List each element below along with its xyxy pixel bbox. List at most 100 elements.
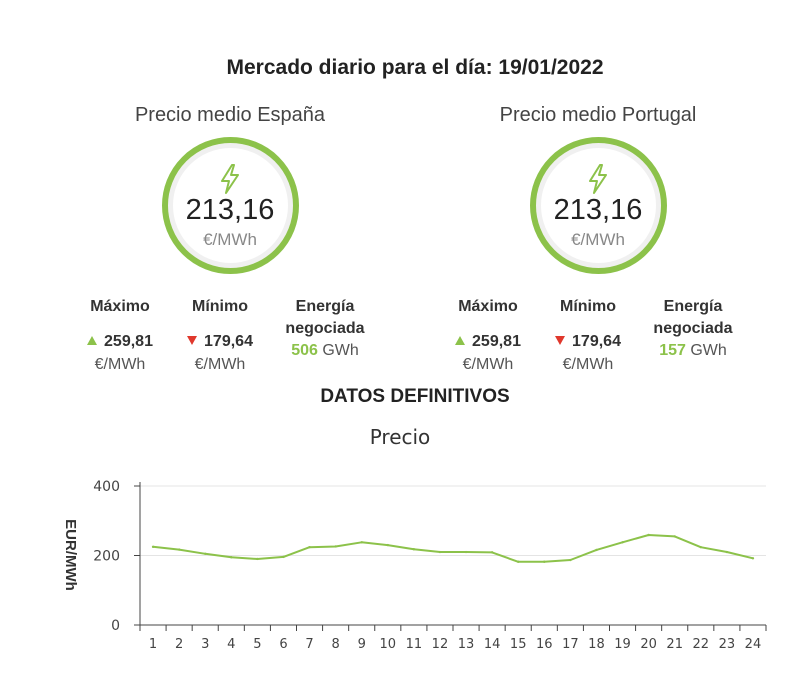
market-label: Precio medio Portugal <box>499 104 697 126</box>
x-tick-label: 8 <box>331 637 339 652</box>
data-point <box>517 560 520 563</box>
energy-label: Energía <box>663 298 723 315</box>
data-point <box>412 548 416 551</box>
lightning-icon <box>588 163 607 194</box>
data-point <box>490 551 494 554</box>
min-stat: Mínimo 179,64 €/MWh <box>170 296 270 376</box>
data-point <box>569 558 572 562</box>
y-tick-label: 400 <box>93 479 120 495</box>
data-point <box>256 557 259 561</box>
energy-unit: GWh <box>690 342 727 359</box>
data-point <box>282 555 285 559</box>
x-tick-label: 24 <box>745 637 762 652</box>
page-title: Mercado diario para el día: 19/01/2022 <box>226 56 604 79</box>
x-tick-label: 9 <box>358 637 366 652</box>
x-tick-label: 2 <box>175 637 183 652</box>
price-unit: €/MWh <box>571 229 625 249</box>
data-point <box>621 541 624 544</box>
max-label: Máximo <box>90 298 150 315</box>
energy-label-2: negociada <box>285 320 365 337</box>
max-stat: Máximo 259,81 €/MWh <box>438 296 538 376</box>
data-point <box>360 541 363 544</box>
x-tick-label: 13 <box>458 637 475 652</box>
max-stat: Máximo 259,81 €/MWh <box>70 296 170 376</box>
x-tick-label: 22 <box>693 637 710 652</box>
data-point <box>308 545 311 549</box>
stats-portugal: Máximo 259,81 €/MWh Mínimo 179,64 €/MWh … <box>438 296 758 376</box>
chart-title: Precio <box>370 425 431 449</box>
x-tick-label: 1 <box>149 637 157 652</box>
data-point <box>673 535 676 538</box>
x-tick-label: 12 <box>432 637 449 652</box>
average-price: 213,16 <box>553 193 643 226</box>
min-unit: €/MWh <box>562 356 614 373</box>
energy-value: 506 <box>291 342 318 359</box>
y-tick-label: 0 <box>111 618 120 634</box>
price-ring: 213,16 €/MWh <box>529 137 667 274</box>
average-price: 213,16 <box>185 193 275 226</box>
x-tick-label: 4 <box>227 637 235 652</box>
x-tick-label: 14 <box>484 637 501 652</box>
x-tick-label: 11 <box>406 637 423 652</box>
min-label: Mínimo <box>192 298 248 315</box>
min-label: Mínimo <box>560 298 616 315</box>
x-tick-label: 17 <box>562 637 579 652</box>
x-tick-label: 10 <box>380 637 397 652</box>
max-value: 259,81 <box>104 333 153 350</box>
min-stat: Mínimo 179,64 €/MWh <box>538 296 638 376</box>
energy-stat: Energía negociada 157 GWh <box>638 296 748 376</box>
energy-value: 157 <box>659 342 686 359</box>
x-tick-label: 23 <box>719 637 736 652</box>
x-tick-label: 21 <box>666 637 683 652</box>
stats-spain: Máximo 259,81 €/MWh Mínimo 179,64 €/MWh … <box>70 296 390 376</box>
up-arrow-icon <box>455 336 466 345</box>
x-tick-label: 3 <box>201 637 209 652</box>
market-label: Precio medio España <box>134 104 326 126</box>
max-label: Máximo <box>458 298 518 315</box>
data-point <box>230 556 233 559</box>
x-tick-label: 7 <box>305 637 313 652</box>
market-spain: Precio medio España 213,16 €/MWh <box>95 104 365 274</box>
series-line <box>152 534 754 563</box>
min-value: 179,64 <box>204 333 253 350</box>
y-axis-label: EUR/MWh <box>62 519 79 591</box>
y-tick-label: 200 <box>93 549 120 565</box>
data-point <box>151 545 155 549</box>
data-point <box>386 543 389 547</box>
energy-stat: Energía negociada 506 GWh <box>270 296 380 376</box>
energy-label: Energía <box>295 298 355 315</box>
data-point <box>751 557 755 560</box>
data-point <box>699 545 702 549</box>
data-point <box>464 550 468 554</box>
x-tick-label: 18 <box>588 637 605 652</box>
energy-unit: GWh <box>322 342 359 359</box>
x-tick-label: 20 <box>640 637 657 652</box>
section-title: DATOS DEFINITIVOS <box>320 386 510 407</box>
price-ring: 213,16 €/MWh <box>161 137 299 274</box>
data-point <box>177 548 181 551</box>
down-arrow-icon <box>187 336 198 345</box>
x-tick-label: 19 <box>614 637 631 652</box>
market-portugal: Precio medio Portugal 213,16 €/MWh <box>463 104 733 274</box>
up-arrow-icon <box>87 336 98 345</box>
data-point <box>595 548 598 552</box>
data-point <box>725 550 729 554</box>
data-point <box>543 560 546 563</box>
x-tick-label: 5 <box>253 637 261 652</box>
x-tick-label: 6 <box>279 637 287 652</box>
price-unit: €/MWh <box>203 229 257 249</box>
x-tick-label: 15 <box>510 637 527 652</box>
max-value: 259,81 <box>472 333 521 350</box>
data-point <box>204 552 207 555</box>
data-point <box>438 550 442 554</box>
down-arrow-icon <box>555 336 566 345</box>
max-unit: €/MWh <box>462 356 514 373</box>
data-point <box>647 533 650 537</box>
data-point <box>334 545 337 548</box>
x-tick-label: 16 <box>536 637 553 652</box>
max-unit: €/MWh <box>94 356 146 373</box>
min-value: 179,64 <box>572 333 621 350</box>
energy-label-2: negociada <box>653 320 733 337</box>
min-unit: €/MWh <box>194 356 246 373</box>
